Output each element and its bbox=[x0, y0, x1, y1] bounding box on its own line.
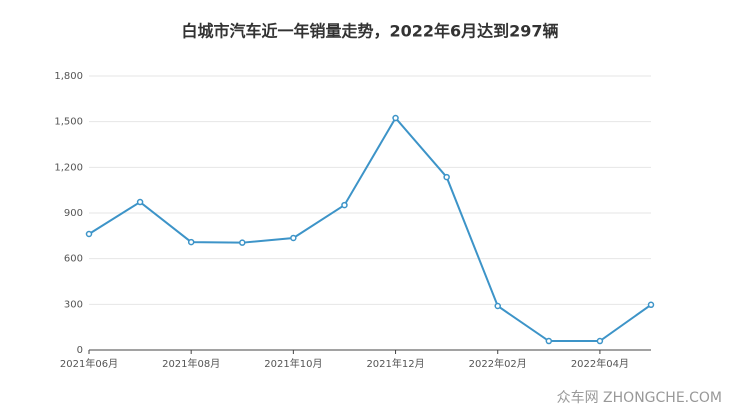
watermark: 众车网 ZHONGCHE.COM bbox=[557, 389, 722, 406]
point bbox=[85, 230, 93, 238]
line bbox=[88, 116, 652, 343]
y-tick-label: 300 bbox=[64, 299, 83, 310]
point bbox=[647, 301, 655, 309]
point bbox=[187, 238, 195, 246]
x-tick-label: 2022年04月 bbox=[571, 357, 629, 370]
point bbox=[239, 239, 246, 246]
x-tick-label: 2021年08月 bbox=[162, 357, 220, 370]
y-tick-label: 1,800 bbox=[54, 71, 83, 82]
chart-title: 白城市汽车近一年销量走势，2022年6月达到297辆 bbox=[181, 22, 558, 41]
y-tick-label: 1,200 bbox=[54, 162, 83, 173]
y-tick-label: 1,500 bbox=[54, 117, 83, 128]
y-tick-label: 600 bbox=[64, 254, 83, 265]
y-tick-label: 0 bbox=[77, 345, 83, 356]
point bbox=[443, 173, 450, 181]
x-tick-label: 2021年10月 bbox=[264, 357, 322, 370]
x-tick-label: 2021年06月 bbox=[60, 357, 118, 370]
y-tick-label: 900 bbox=[64, 208, 83, 219]
point bbox=[290, 234, 297, 242]
point bbox=[596, 337, 604, 345]
x-tick-label: 2022年02月 bbox=[469, 357, 527, 370]
x-tick-label: 2021年12月 bbox=[366, 357, 424, 370]
point bbox=[494, 302, 501, 310]
point bbox=[392, 114, 399, 122]
point bbox=[545, 337, 553, 345]
point bbox=[341, 201, 348, 209]
point bbox=[136, 198, 144, 206]
